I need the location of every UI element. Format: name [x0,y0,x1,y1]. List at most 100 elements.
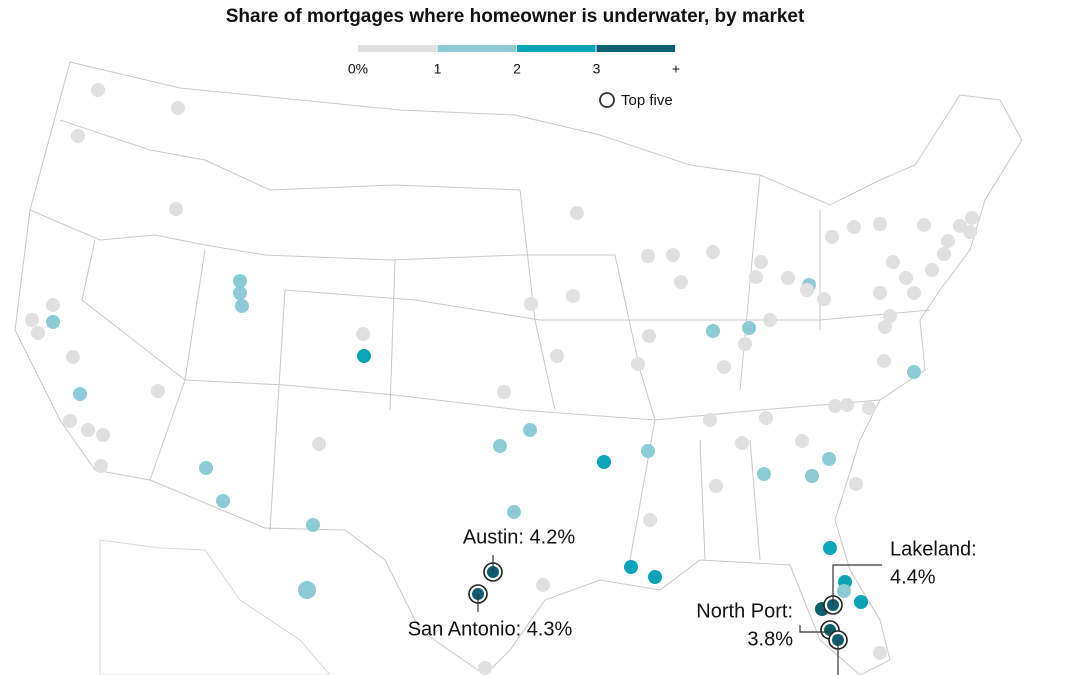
market-dot [854,595,868,609]
market-dot [738,337,752,351]
market-dot [717,360,731,374]
market-dot [822,452,836,466]
legend-label: Top five [621,92,673,109]
state-lines [29,119,931,561]
market-dot [757,467,771,481]
market-dot [849,477,863,491]
market-dot [73,387,87,401]
market-dot [597,455,611,469]
market-dot [233,274,247,288]
market-dot [703,413,717,427]
market-dot [800,283,814,297]
market-dot [570,206,584,220]
market-dot [742,321,756,335]
land-outline [99,539,331,675]
market-dot [497,385,511,399]
annotation: North Port: [696,600,793,622]
legend-label: 2 [513,61,521,77]
annotation: 4.4% [890,566,936,588]
market-dot [709,479,723,493]
market-dot [478,661,492,675]
leader-line [832,564,882,605]
market-dot [817,292,831,306]
market-dot [917,218,931,232]
market-dot [96,428,110,442]
market-dot [641,444,655,458]
market-dot [781,271,795,285]
market-dot [862,401,876,415]
market-dot [666,248,680,262]
market-dot [937,247,951,261]
legend-label: + [672,61,680,77]
market-dot [216,494,230,508]
market-dot [169,202,183,216]
market-dot [312,437,326,451]
market-dot [877,354,891,368]
market-dot [550,349,564,363]
annotations: Austin: 4.2% San Antonio: 4.3% Lakeland:… [408,526,977,675]
market-dot [298,581,316,599]
market-dot [642,329,656,343]
market-dot [306,518,320,532]
market-dot [171,101,185,115]
market-dot [25,313,39,327]
market-dot [754,255,768,269]
market-dot [536,578,550,592]
market-dot [493,439,507,453]
legend-swatch [358,45,437,52]
market-dot [878,320,892,334]
market-dot [706,245,720,259]
market-dot [805,469,819,483]
legend-swatch [437,45,516,52]
market-dot [825,230,839,244]
market-dot [71,129,85,143]
market-dot [523,423,537,437]
market-dot [941,234,955,248]
legend-swatch [517,45,596,52]
market-dot [873,646,887,660]
legend-label: 3 [593,61,601,77]
market-dot [643,513,657,527]
market-dot [235,299,249,313]
market-dot [566,289,580,303]
market-dot [907,286,921,300]
market-dot [735,436,749,450]
market-dot [907,365,921,379]
market-dot [356,327,370,341]
market-dot [873,217,887,231]
market-dot [357,349,371,363]
market-dot [840,398,854,412]
market-dot [828,399,842,413]
market-dot [965,211,979,225]
annotation: Austin: 4.2% [463,526,576,548]
legend-top-five-marker [599,92,615,108]
leader-line [799,625,828,633]
annotation: Lakeland: [890,538,977,560]
legend-swatch [596,45,675,52]
market-dot [199,461,213,475]
market-dot [507,505,521,519]
market-dot [883,309,897,323]
market-dot [706,324,720,338]
market-dot [91,83,105,97]
market-dot [524,297,538,311]
market-dot [624,560,638,574]
market-dot [759,411,773,425]
market-dot [63,414,77,428]
market-dot [631,357,645,371]
market-dot [795,434,809,448]
market-dot [151,384,165,398]
annotation: San Antonio: 4.3% [408,618,573,640]
market-dot [963,225,977,239]
market-dot [763,313,777,327]
market-dot [94,459,108,473]
market-dot [899,271,913,285]
market-dot [873,286,887,300]
market-dot [837,584,851,598]
market-dot [31,326,45,340]
market-dot [749,270,763,284]
market-dot [66,350,80,364]
market-dot [886,255,900,269]
legend-label: 1 [434,61,442,77]
